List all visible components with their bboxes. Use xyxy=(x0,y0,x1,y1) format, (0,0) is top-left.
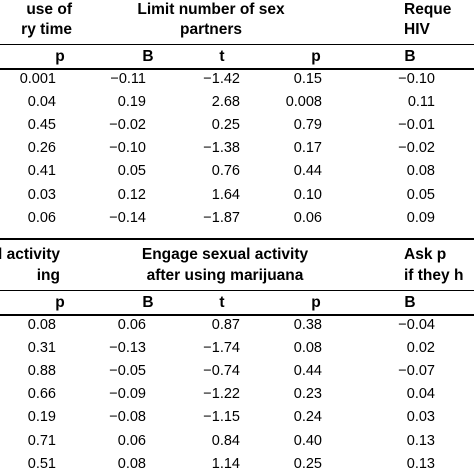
top-cell: 0.001 xyxy=(19,71,56,87)
bottom-cell: 0.03 xyxy=(406,409,435,426)
bottom-cell: 0.87 xyxy=(211,317,240,333)
bottom-column-4: B xyxy=(404,294,416,311)
top-column-1: B xyxy=(142,48,154,65)
bottom-header-0-line-1: ing xyxy=(36,267,60,284)
top-cell: 0.79 xyxy=(293,117,322,134)
top-cell: 0.09 xyxy=(406,209,435,226)
top-column-2: t xyxy=(219,48,225,65)
bottom-cell: 0.19 xyxy=(27,409,56,426)
bottom-cell: 0.38 xyxy=(293,317,322,333)
top-cell: −1.38 xyxy=(203,140,240,157)
top-cell: 0.25 xyxy=(211,117,240,134)
bottom-header-2-line-1: if they h xyxy=(404,267,464,284)
top-header-2-line-0: Reque xyxy=(404,1,452,18)
top-cell: 0.10 xyxy=(293,186,322,203)
top-cell: 0.41 xyxy=(27,163,56,180)
bottom-cell: 0.40 xyxy=(293,432,322,449)
top-cell: 0.06 xyxy=(293,209,322,226)
top-cell: 0.11 xyxy=(407,94,435,111)
bottom-cell: 0.25 xyxy=(293,455,322,472)
bottom-column-3: p xyxy=(311,294,321,311)
bottom-cell: 0.13 xyxy=(406,455,435,472)
bottom-cell: −0.04 xyxy=(398,317,435,333)
bottom-cell: 0.08 xyxy=(27,317,56,333)
top-cell: 0.008 xyxy=(285,94,322,111)
top-column-rule xyxy=(0,68,474,70)
bottom-cell: −0.13 xyxy=(109,340,146,357)
top-cell: 0.44 xyxy=(293,163,322,180)
bottom-cell: 0.24 xyxy=(293,409,322,426)
top-cell: 0.03 xyxy=(27,186,56,203)
top-cell: 0.06 xyxy=(27,209,56,226)
bottom-header-1-line-1: after using marijuana xyxy=(146,267,304,284)
bottom-cell: 0.02 xyxy=(406,340,435,357)
top-cell: −0.02 xyxy=(398,140,435,157)
bottom-cell: −1.15 xyxy=(203,409,240,426)
bottom-cell: 0.66 xyxy=(27,386,56,403)
top-cell: −0.10 xyxy=(109,140,146,157)
bottom-cell: 0.06 xyxy=(117,432,146,449)
top-cell: 0.19 xyxy=(117,94,146,111)
top-cell: −1.87 xyxy=(203,209,240,226)
bottom-cell: 0.06 xyxy=(117,317,146,333)
bottom-cell: 0.44 xyxy=(293,363,322,380)
bottom-cell: 0.08 xyxy=(293,340,322,357)
bottom-header-1-line-0: Engage sexual activity xyxy=(141,246,309,263)
top-cell: 0.45 xyxy=(27,117,56,134)
top-cell: 2.68 xyxy=(211,94,240,111)
bottom-header-rule xyxy=(0,290,474,291)
top-column-4: B xyxy=(404,48,416,65)
bottom-cell: −0.05 xyxy=(109,363,146,380)
bottom-cell: −0.09 xyxy=(109,386,146,403)
panel-separator-rule xyxy=(0,238,474,240)
bottom-header-0-line-0: l activity xyxy=(0,246,60,263)
top-cell: 0.17 xyxy=(293,140,322,157)
bottom-cell: −0.08 xyxy=(109,409,146,426)
top-cell: 0.15 xyxy=(293,71,322,87)
top-cell: 0.26 xyxy=(27,140,56,157)
top-cell: 0.04 xyxy=(27,94,56,111)
top-cell: 0.05 xyxy=(117,163,146,180)
top-cell: −0.11 xyxy=(110,71,146,87)
bottom-cell: 0.71 xyxy=(27,432,56,449)
bottom-cell: 0.23 xyxy=(293,386,322,403)
bottom-header-2-line-0: Ask p xyxy=(404,246,447,263)
top-cell: −0.10 xyxy=(398,71,435,87)
bottom-column-0: p xyxy=(55,294,65,311)
top-cell: −0.02 xyxy=(109,117,146,134)
top-header-0-line-1: ry time xyxy=(21,21,72,38)
top-cell: 0.08 xyxy=(406,163,435,180)
top-header-0-line-0: use of xyxy=(26,1,72,18)
bottom-cell: 0.88 xyxy=(27,363,56,380)
top-cell: 0.76 xyxy=(211,163,240,180)
bottom-cell: 0.13 xyxy=(406,432,435,449)
top-header-1-line-0: Limit number of sex xyxy=(137,1,285,18)
bottom-cell: 1.14 xyxy=(211,455,240,472)
bottom-cell: −0.07 xyxy=(398,363,435,380)
top-column-0: p xyxy=(55,48,65,65)
top-header-1-line-1: partners xyxy=(179,21,243,38)
bottom-cell: 0.08 xyxy=(117,455,146,472)
bottom-cell: 0.84 xyxy=(211,432,240,449)
top-cell: 0.05 xyxy=(406,186,435,203)
top-cell: 0.12 xyxy=(117,186,146,203)
top-cell: −0.14 xyxy=(109,209,146,226)
top-column-3: p xyxy=(311,48,321,65)
top-header-2-line-1: HIV xyxy=(404,21,430,38)
bottom-column-2: t xyxy=(219,294,225,311)
top-cell: 1.64 xyxy=(211,186,240,203)
bottom-cell: 0.51 xyxy=(27,455,56,472)
bottom-cell: −1.74 xyxy=(203,340,240,357)
bottom-cell: 0.04 xyxy=(406,386,435,403)
bottom-column-1: B xyxy=(142,294,154,311)
bottom-cell: −0.74 xyxy=(203,363,240,380)
top-cell: −0.01 xyxy=(398,117,435,134)
bottom-cell: −1.22 xyxy=(203,386,240,403)
top-cell: −1.42 xyxy=(203,71,240,87)
bottom-column-rule xyxy=(0,314,474,316)
bottom-cell: 0.31 xyxy=(27,340,56,357)
top-header-rule xyxy=(0,44,474,45)
